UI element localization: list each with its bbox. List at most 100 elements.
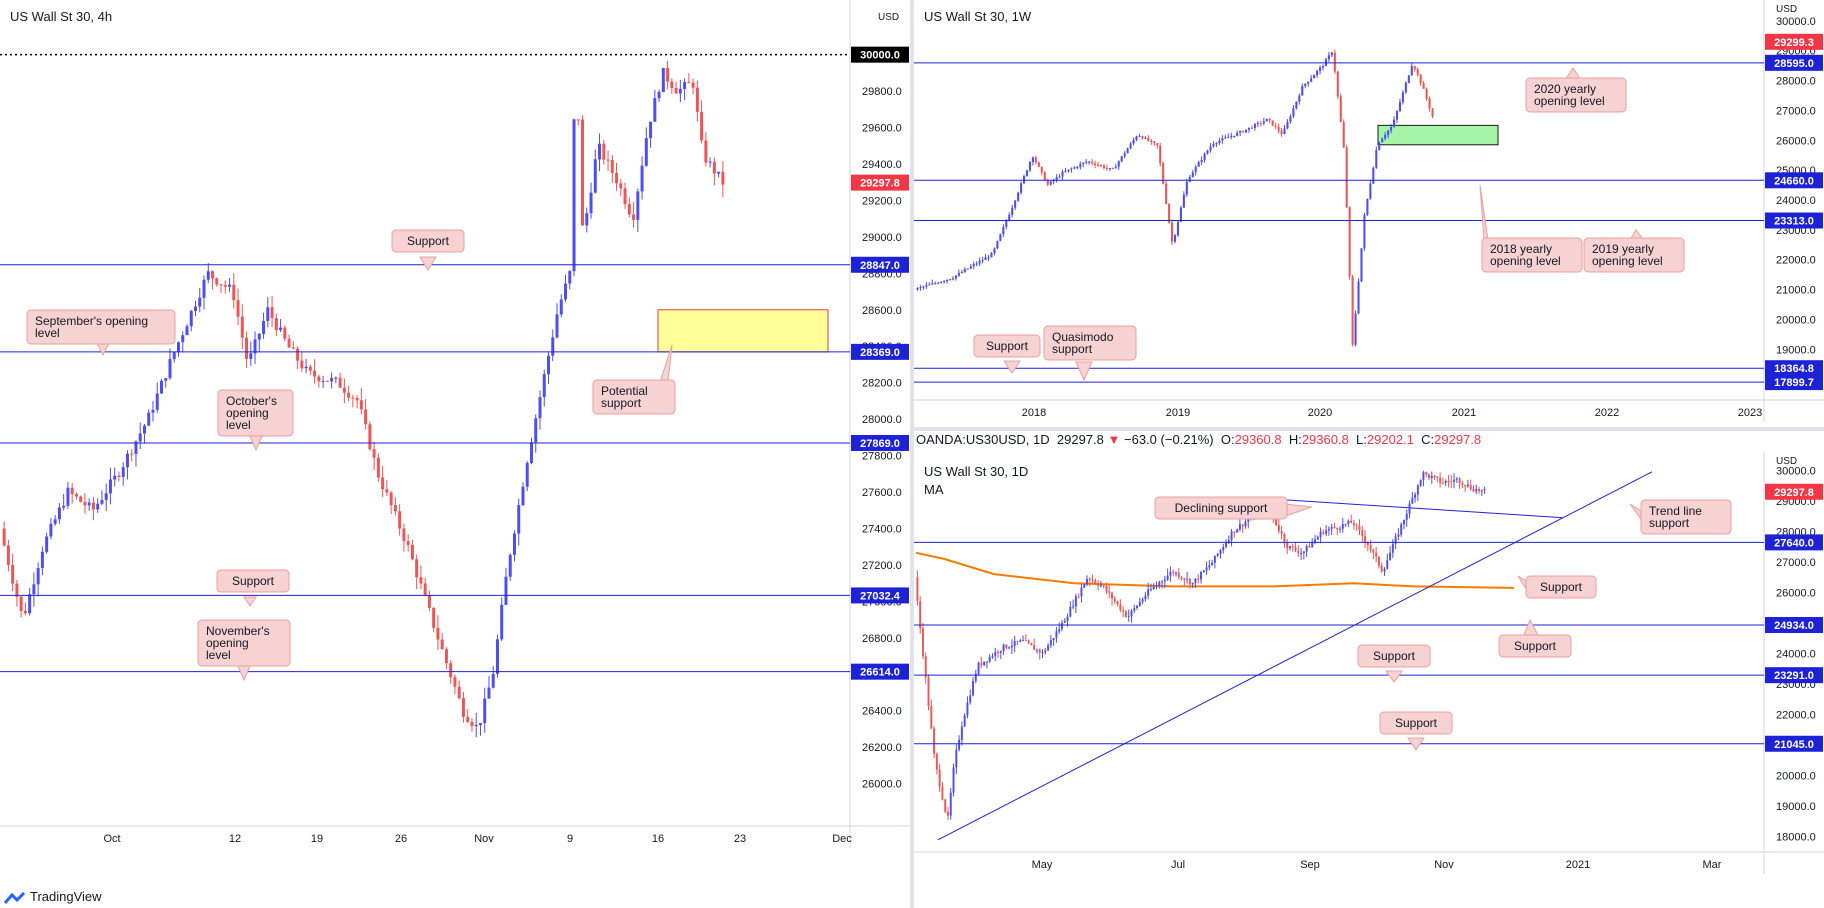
candle-body [1016,641,1019,643]
time-tick-label: 23 [734,833,746,845]
candle-body [1314,539,1316,543]
candle-body [1165,183,1168,204]
candle-body [517,505,521,534]
candle-body [1256,122,1259,125]
pane-divider-horizontal[interactable] [914,427,1824,431]
candle-body [1280,130,1283,135]
pane-divider-vertical[interactable] [910,0,914,908]
callout-box[interactable] [1525,77,1627,113]
chart-pane-1w[interactable]: 18000.019000.020000.021000.022000.023000… [914,0,1824,427]
candle-body [1113,598,1116,602]
candle-body [1005,644,1008,649]
candle-body [1333,527,1336,529]
callout-box[interactable] [1640,499,1732,535]
callout-text: level [226,418,251,432]
current-price-tag [851,174,909,191]
candle-body [219,284,223,286]
callout-text: 2019 yearly [1592,242,1654,256]
candle-body [952,767,955,793]
candle-body [1043,172,1046,181]
candle-body [121,467,125,478]
time-tick-label: 9 [567,833,573,845]
candle-body [1405,513,1408,520]
candle-body [1444,481,1447,484]
candle-body [610,159,614,173]
candle-body [1055,631,1058,639]
chart-canvas-4h[interactable]: 26000.026200.026400.026600.026800.027000… [0,0,910,883]
chart-pane-1d[interactable]: 18000.019000.020000.021000.022000.023000… [914,452,1824,883]
candle-body [1398,102,1401,111]
candle-body [1144,137,1147,139]
callout-box[interactable] [973,334,1041,358]
chart-canvas-1d[interactable]: 18000.019000.020000.021000.022000.023000… [914,452,1824,883]
candle-body [1055,177,1058,181]
candle-body [931,283,934,285]
currency-label: USD [878,12,899,23]
candle-body [1247,127,1251,130]
candle-body [1236,132,1239,136]
callout-text: opening level [1490,254,1561,268]
callout-box[interactable] [217,389,294,437]
callout-box[interactable] [1525,575,1597,599]
candle-body [1271,120,1274,126]
candle-body [1212,143,1215,147]
candle-body [1172,571,1175,573]
callout-box[interactable] [1357,644,1431,668]
callout-box[interactable] [391,229,465,253]
chart-canvas-1w[interactable]: 18000.019000.020000.021000.022000.023000… [914,0,1824,427]
price-tick-label: 26200.0 [862,742,902,754]
callout-box[interactable] [1154,496,1288,520]
price-level-tag [851,256,909,273]
candle-body [325,380,329,382]
current-price-text: 29299.3 [1774,37,1814,49]
time-tick-label: 2018 [1022,407,1046,419]
candle-body [512,533,516,555]
callout-box[interactable] [216,569,290,593]
candle-body [177,342,180,353]
candle-body [1238,524,1241,530]
callout-pointer [1407,737,1425,751]
candle-body [1289,546,1291,549]
chart-pane-4h[interactable]: 26000.026200.026400.026600.026800.027000… [0,0,910,883]
callout-box[interactable] [1481,237,1583,273]
candle-body [1022,640,1025,642]
candle-body [253,339,257,354]
highlight-zone [1377,124,1499,146]
tradingview-logo[interactable]: TradingView [4,889,102,904]
candle-body [1387,130,1390,136]
candle-body [1206,150,1209,154]
candle-body [619,183,623,189]
callout-box[interactable] [197,619,291,667]
candle-body [19,596,23,611]
callout-box[interactable] [592,379,676,415]
callout-text: 2020 yearly [1534,82,1596,96]
candle-body [355,398,359,401]
callout-box[interactable] [1583,237,1685,273]
candle-body [564,283,568,300]
candle-body [1102,585,1105,587]
candle-body [1316,536,1319,540]
callout-pointer [1385,670,1403,683]
candle-body [381,477,385,490]
callout-text: Support [232,574,275,588]
callout-box[interactable] [1379,711,1453,735]
candle-body [1011,207,1014,215]
candle-body [1153,141,1156,144]
candle-body [916,577,919,602]
candle-body [461,698,465,717]
candle-body [940,281,943,284]
price-tick-label: 21000.0 [1776,285,1816,297]
candle-body [1150,140,1153,142]
callout-box[interactable] [1043,325,1137,361]
candle-body [947,811,949,816]
candle-body [1341,524,1344,529]
ohlc-open: 29360.8 [1234,432,1282,447]
callout-box[interactable] [26,309,176,345]
candle-body [1037,162,1040,167]
callout-pointer [243,596,257,607]
candle-body [1161,581,1164,583]
candle-body [1111,168,1114,170]
callout-text: Support [1373,649,1416,663]
callout-box[interactable] [1498,634,1572,658]
